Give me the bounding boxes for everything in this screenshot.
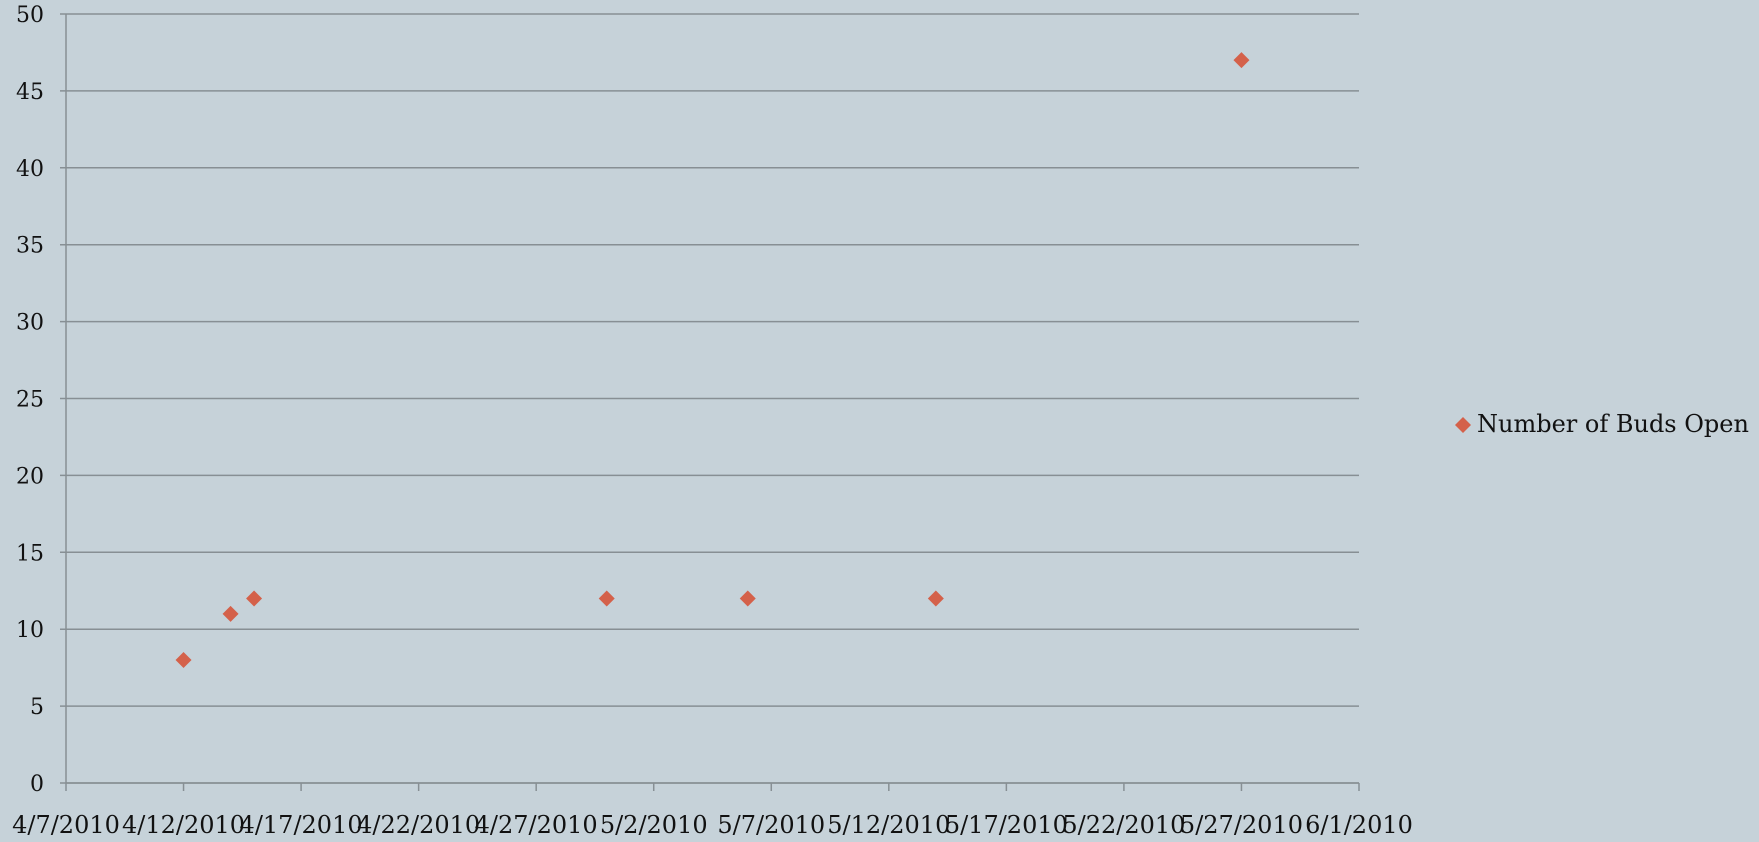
x-tick-label: 5/12/2010	[827, 811, 950, 839]
y-tick-label: 30	[16, 311, 44, 336]
data-point	[739, 590, 756, 607]
y-tick-label: 25	[16, 388, 44, 413]
y-tick-label: 40	[16, 157, 44, 182]
y-tick-labels: 0 5 10 15 20 25 30 35 40 45 50	[16, 3, 44, 797]
x-tick-label: 5/22/2010	[1062, 811, 1185, 839]
data-point	[927, 590, 944, 607]
x-tick-label: 4/17/2010	[240, 811, 363, 839]
x-tick-label: 4/27/2010	[475, 811, 598, 839]
data-points	[175, 52, 1250, 668]
legend: Number of Buds Open	[1455, 410, 1749, 438]
data-point	[246, 590, 263, 607]
y-tick-label: 20	[16, 464, 44, 489]
y-tick-label: 15	[16, 541, 44, 566]
x-tick-labels: 4/7/2010 4/12/20104/17/20104/22/20104/27/…	[12, 811, 1413, 839]
y-tick-label: 45	[16, 80, 44, 105]
x-tick-label: 5/7/2010	[717, 811, 825, 839]
x-tick-label: 5/27/2010	[1180, 811, 1303, 839]
x-tick-label: 4/7/2010	[12, 811, 120, 839]
data-point	[222, 605, 239, 622]
data-point	[175, 651, 192, 668]
gridlines	[60, 13, 1359, 784]
data-point	[1233, 52, 1250, 69]
legend-label: Number of Buds Open	[1477, 410, 1749, 438]
legend-marker-diamond-icon	[1455, 417, 1471, 433]
y-tick-label: 10	[16, 618, 44, 643]
x-tick-label: 4/12/2010	[122, 811, 245, 839]
x-tick-label: 5/2/2010	[600, 811, 708, 839]
y-tick-label: 5	[30, 695, 44, 720]
axes	[65, 14, 1360, 791]
x-tick-label: 5/17/2010	[945, 811, 1068, 839]
x-tick-label: 4/22/2010	[357, 811, 480, 839]
x-tick-label: 6/1/2010	[1305, 811, 1413, 839]
data-point	[598, 590, 615, 607]
y-tick-label: 35	[16, 234, 44, 259]
y-tick-label: 0	[30, 772, 44, 797]
y-tick-label: 50	[16, 3, 44, 28]
